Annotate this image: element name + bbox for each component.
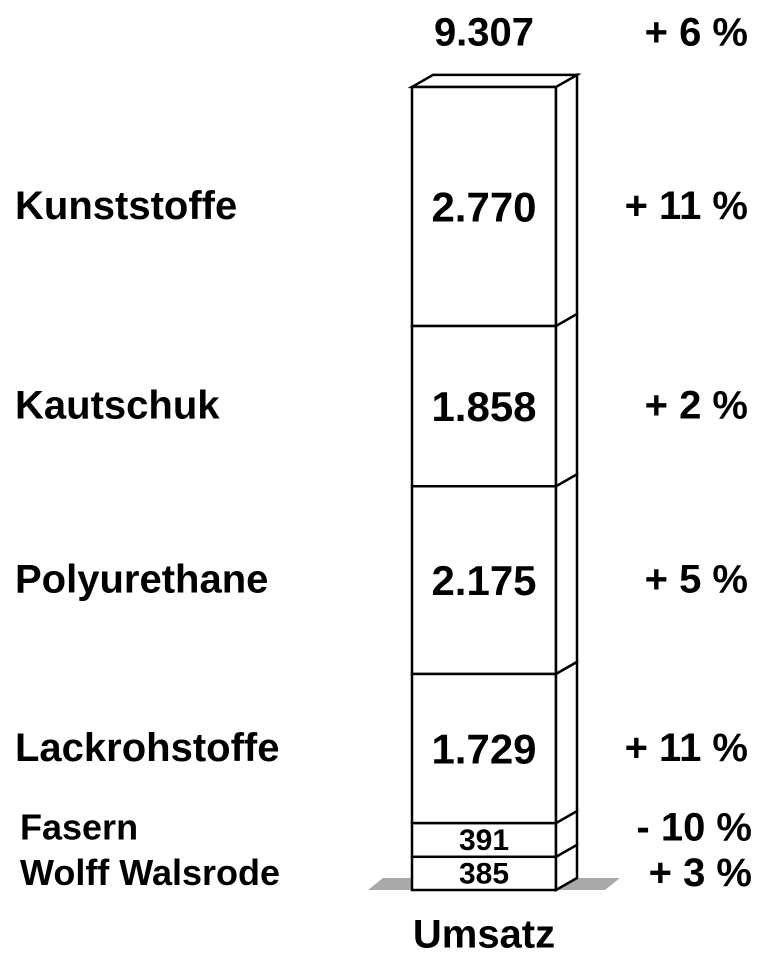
value-label: 2.175 [431,557,536,604]
bar-segment [410,324,558,488]
bar-segment [410,484,558,676]
x-axis-label: Umsatz [413,913,555,957]
change-label: + 5 % [645,558,748,602]
change-label: + 11 % [625,726,748,770]
bar-side [554,659,579,826]
category-label: Kautschuk [15,384,220,428]
value-label: 2.770 [431,184,536,231]
change-label: + 2 % [645,384,748,428]
value-label: 1.729 [431,726,536,773]
bar-side [554,72,579,329]
bar-segment [410,672,558,825]
value-label: 1.858 [431,383,536,430]
category-label: Lackrohstoffe [15,726,280,770]
change-label: - 10 % [636,805,752,849]
category-label: Wolff Walsrode [20,852,280,893]
value-label: 391 [459,824,509,857]
bar-side [554,472,579,677]
bar-top [407,73,582,89]
bar-segment [410,85,558,328]
value-label: 385 [459,857,509,890]
change-label: + 11 % [625,184,748,228]
total-change: + 6 % [645,11,748,55]
total-label: 9.307 [434,11,534,55]
category-label: Fasern [20,806,138,847]
category-label: Kunststoffe [15,184,237,228]
change-label: + 3 % [649,851,752,895]
category-label: Polyurethane [15,558,268,602]
bar-side [554,311,579,489]
